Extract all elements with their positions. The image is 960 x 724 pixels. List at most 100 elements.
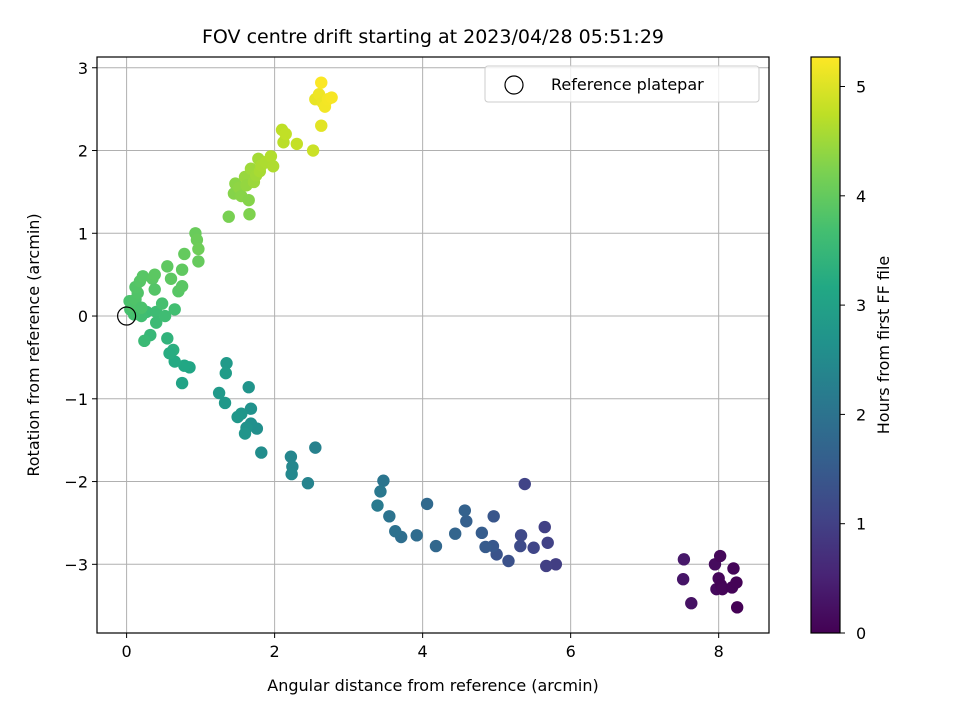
data-point [164,272,178,285]
data-point [192,255,205,268]
data-point [713,549,727,563]
data-point [212,386,226,400]
x-tick-label: 2 [270,642,280,661]
x-tick-label: 4 [418,642,428,661]
colorbar-tick-label: 4 [856,187,866,206]
data-point [475,526,489,540]
legend-marker-reference [504,75,524,95]
data-point [135,301,148,314]
data-point [420,497,434,511]
data-point [231,410,244,424]
chart-title: FOV centre drift starting at 2023/04/28 … [202,26,664,48]
data-point [502,554,515,568]
reference-platepar-marker [117,306,137,326]
data-point [290,137,304,151]
data-point [730,576,743,589]
y-tick-label: −3 [64,555,88,574]
data-point [150,316,163,329]
data-point [175,280,189,293]
x-tick-label: 8 [714,642,724,661]
data-point [685,597,698,610]
data-point [325,91,338,104]
data-point [377,474,390,487]
data-point [244,402,258,415]
data-point [716,582,729,596]
y-axis-ticks: −3 −2 −1 0 1 2 3 [64,59,97,574]
data-point [730,601,744,614]
data-point [161,260,174,273]
data-point [178,359,191,372]
data-point [242,193,255,207]
data-point [371,499,384,512]
data-point [676,573,690,586]
data-point [222,210,235,223]
data-point [219,366,232,380]
x-tick-label: 0 [122,642,132,661]
data-points [123,76,744,614]
data-point [389,525,402,538]
colorbar-tick-label: 0 [856,624,866,643]
data-point [138,334,151,348]
colorbar-tick-label: 3 [856,296,866,315]
data-point [540,559,553,573]
colorbar-tick-label: 2 [856,405,866,424]
data-point [538,520,551,534]
data-point [677,553,691,566]
colorbar-label: Hours from first FF file [874,256,893,435]
x-axis-label: Angular distance from reference (arcmin) [267,676,598,695]
data-point [264,150,278,163]
y-tick-label: 0 [78,307,88,326]
data-point [285,467,298,481]
data-point [266,160,280,173]
data-point [460,515,473,528]
data-point [541,536,554,549]
data-point [168,303,181,316]
data-point [487,510,500,523]
reference-layer [117,306,137,326]
x-tick-label: 6 [566,642,576,661]
data-point [727,562,740,575]
data-point [136,270,150,283]
data-point [175,376,189,390]
data-point [306,144,320,157]
colorbar-gradient [810,56,841,634]
colorbar-tick-label: 5 [856,78,866,97]
data-point [220,357,233,370]
data-point [192,242,205,256]
y-tick-label: −2 [64,473,88,492]
legend-label-reference: Reference platepar [551,75,704,94]
data-point [315,119,328,132]
y-tick-label: −1 [64,390,88,409]
data-point [514,529,528,542]
y-axis-label: Rotation from reference (arcmin) [24,213,43,476]
data-point [458,504,472,517]
data-point [190,233,204,247]
y-tick-label: 1 [78,224,88,243]
data-point [383,510,396,523]
data-point [479,540,492,554]
data-point [148,268,161,281]
data-point [148,283,161,296]
data-point [242,381,255,394]
colorbar: 0 1 2 3 4 5 Hours from first FF file [810,56,893,643]
data-point [309,441,322,454]
data-point [175,263,189,276]
data-point [158,309,172,323]
data-point [284,450,298,463]
x-axis-ticks: 0 2 4 6 8 [122,633,724,661]
data-point [301,477,315,490]
data-point [178,247,191,261]
y-tick-label: 2 [78,142,88,161]
y-tick-label: 3 [78,59,88,78]
colorbar-tick-label: 1 [856,515,866,534]
legend: Reference platepar [484,65,760,103]
plot-frame [96,56,770,634]
data-point [549,558,563,571]
data-point [315,76,328,89]
data-point [518,477,531,491]
data-point [163,347,176,360]
data-point [279,127,292,141]
data-point [161,332,174,345]
